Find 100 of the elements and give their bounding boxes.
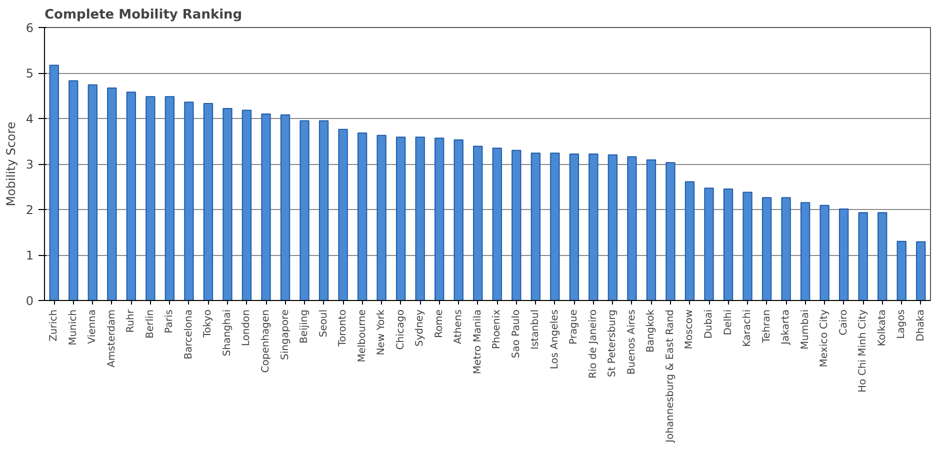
bar bbox=[916, 241, 926, 300]
bar bbox=[684, 181, 695, 300]
bar bbox=[280, 114, 290, 300]
x-tick-label: Tokyo bbox=[202, 310, 214, 338]
x-tick-label: Toronto bbox=[338, 309, 349, 348]
bar bbox=[627, 156, 637, 300]
y-tick-label: 2 bbox=[26, 203, 34, 217]
x-tick-label: Ruhr bbox=[126, 308, 137, 333]
bar bbox=[473, 146, 483, 300]
bar bbox=[878, 212, 888, 300]
bar bbox=[396, 136, 406, 300]
x-tick-label: Melbourne bbox=[356, 309, 368, 362]
bar bbox=[164, 96, 175, 300]
y-tick-label: 3 bbox=[26, 158, 34, 172]
x-tick-label: Dubai bbox=[704, 309, 714, 339]
x-tick-label: Rome bbox=[434, 309, 445, 338]
x-tick-label: Munich bbox=[68, 309, 79, 346]
x-tick-label: London bbox=[241, 310, 252, 346]
y-tick-label: 1 bbox=[26, 248, 34, 262]
x-tick-label: Shanghai bbox=[222, 309, 233, 356]
bar bbox=[666, 162, 676, 300]
bar bbox=[858, 212, 868, 300]
x-tick-label: St Petersburg bbox=[607, 309, 618, 378]
x-tick-label: Amsterdam bbox=[106, 309, 118, 368]
bar bbox=[800, 202, 810, 300]
bar bbox=[569, 153, 580, 300]
bar bbox=[492, 148, 502, 300]
bar bbox=[646, 159, 656, 300]
bar bbox=[88, 84, 98, 300]
x-tick-label: Copenhagen bbox=[260, 309, 272, 373]
bar bbox=[512, 150, 522, 300]
bar bbox=[608, 154, 618, 300]
x-tick-label: Tehran bbox=[761, 309, 772, 344]
x-tick-label: Prague bbox=[568, 309, 580, 344]
x-tick-label: Metro Manila bbox=[472, 309, 484, 374]
x-tick-label: Karachi bbox=[742, 309, 754, 347]
bar bbox=[146, 96, 156, 300]
x-tick-label: Rio de Janeiro bbox=[588, 309, 599, 379]
y-tick-label: 6 bbox=[26, 21, 34, 35]
x-tick-label: Zurich bbox=[48, 309, 60, 342]
x-tick-label: Berlin bbox=[144, 309, 156, 339]
x-tick-label: Barcelona bbox=[183, 309, 194, 360]
bar bbox=[107, 88, 117, 300]
bar bbox=[434, 138, 444, 300]
y-tick-label: 0 bbox=[26, 294, 34, 308]
x-tick-label: Johannesburg & East Rand bbox=[664, 309, 676, 444]
bar bbox=[126, 92, 136, 300]
bar bbox=[530, 152, 540, 300]
bar bbox=[838, 208, 849, 300]
x-tick-label: Bangkok bbox=[646, 309, 657, 353]
x-tick-label: Kolkata bbox=[876, 310, 888, 346]
bar bbox=[762, 197, 772, 300]
x-tick-label: Beijing bbox=[299, 309, 310, 344]
bar bbox=[588, 153, 598, 300]
bar bbox=[415, 136, 425, 300]
x-tick-label: Seoul bbox=[318, 310, 330, 338]
x-tick-label: Dhaka bbox=[915, 309, 926, 342]
x-tick-label: Paris bbox=[164, 309, 176, 334]
bar bbox=[68, 80, 78, 300]
x-tick-label: Istanbul bbox=[530, 309, 542, 350]
x-tick-label: Mexico City bbox=[819, 309, 830, 368]
x-tick-label: Singapore bbox=[280, 309, 291, 360]
bar bbox=[222, 108, 232, 300]
x-tick-label: Delhi bbox=[722, 309, 734, 336]
bar bbox=[338, 128, 348, 300]
x-tick-label: Vienna bbox=[87, 309, 98, 344]
y-tick-label: 4 bbox=[26, 112, 34, 126]
bar bbox=[357, 132, 368, 300]
y-axis-title: Mobility Score bbox=[4, 122, 18, 206]
x-tick-label: Moscow bbox=[684, 309, 696, 350]
bar bbox=[300, 120, 310, 300]
bar bbox=[820, 204, 830, 300]
bar bbox=[261, 113, 271, 300]
bar bbox=[184, 102, 194, 300]
x-tick-label: Mumbai bbox=[800, 309, 811, 350]
x-tick-label: Buenos Aires bbox=[626, 309, 638, 375]
x-tick-label: Jakarta bbox=[780, 309, 792, 346]
x-tick-label: Sao Paulo bbox=[510, 309, 522, 358]
x-tick-label: Phoenix bbox=[492, 309, 503, 350]
bar bbox=[781, 197, 791, 300]
bar bbox=[704, 188, 714, 300]
bar bbox=[454, 139, 464, 300]
bar bbox=[376, 134, 386, 300]
x-tick-label: Lagos bbox=[896, 310, 908, 339]
bar bbox=[203, 102, 214, 300]
x-tick-label: Ho Chi Minh City bbox=[858, 309, 869, 392]
bar bbox=[742, 192, 752, 300]
bar bbox=[896, 240, 906, 300]
x-tick-label: Cairo bbox=[838, 309, 850, 336]
x-tick-label: Sydney bbox=[414, 309, 426, 347]
bar bbox=[49, 64, 59, 300]
y-tick-label: 5 bbox=[26, 66, 34, 80]
bar bbox=[318, 120, 329, 300]
x-tick-label: Athens bbox=[453, 310, 464, 344]
chart-title: Complete Mobility Ranking bbox=[44, 8, 242, 22]
bar bbox=[723, 188, 734, 300]
x-tick-label: Los Angeles bbox=[549, 309, 560, 370]
bar bbox=[550, 152, 560, 300]
x-tick-label: New York bbox=[376, 309, 388, 356]
bar bbox=[242, 110, 252, 300]
